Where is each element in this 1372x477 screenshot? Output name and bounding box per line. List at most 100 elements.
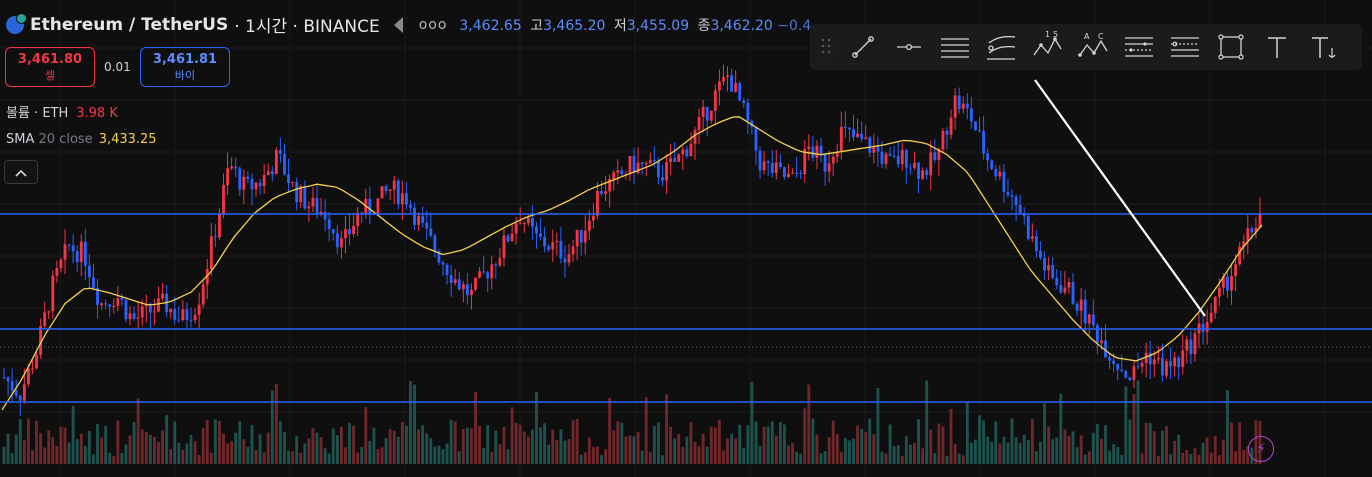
rectangle-tool[interactable]	[1208, 27, 1254, 67]
candle-body	[669, 158, 673, 163]
candle-body	[461, 284, 465, 290]
horizontal-ray-tool[interactable]	[886, 27, 932, 67]
volume-bar	[799, 453, 803, 464]
candle-body	[628, 155, 632, 175]
volume-bar	[250, 425, 254, 464]
candle-body	[258, 182, 262, 187]
candle-body	[571, 246, 575, 255]
candle-body	[161, 293, 164, 299]
candle-body	[486, 272, 490, 279]
volume-bar	[1177, 434, 1181, 464]
rectangle-icon	[1218, 34, 1244, 60]
volume-bar	[819, 453, 823, 464]
candle-body	[961, 103, 965, 109]
candle-body	[1201, 323, 1205, 332]
volume-bar	[1201, 442, 1205, 464]
candle-body	[83, 241, 87, 266]
candle-body	[685, 149, 689, 157]
trend-line-tool[interactable]	[840, 27, 886, 67]
parallel-lines-tool[interactable]	[932, 27, 978, 67]
text-tool[interactable]	[1254, 27, 1300, 67]
volume-bar	[1120, 454, 1124, 464]
volume-bar	[530, 429, 534, 464]
candle-body	[1242, 241, 1246, 247]
volume-bar	[498, 444, 502, 464]
volume-bar	[835, 434, 839, 464]
volume-bar	[465, 427, 469, 464]
volume-bar	[559, 429, 563, 464]
volume-bar	[173, 421, 177, 464]
candle-body	[59, 259, 63, 269]
candle-body	[949, 117, 953, 135]
candle-body	[502, 235, 506, 259]
volume-bar	[311, 427, 315, 464]
symbol-title[interactable]: Ethereum / TetherUS	[30, 14, 229, 35]
candle-body	[1156, 357, 1160, 360]
candle-body	[888, 153, 892, 156]
candle-body	[746, 102, 750, 121]
volume-bar	[1039, 441, 1042, 464]
candle-body	[750, 120, 754, 127]
volume-bar	[868, 418, 872, 464]
regression-channel-tool[interactable]	[978, 27, 1024, 67]
candle-body	[567, 254, 571, 263]
candle-body	[799, 173, 803, 175]
candle-body	[665, 162, 668, 181]
candle-body	[157, 298, 160, 312]
candle-body	[896, 156, 900, 165]
candle-body	[555, 240, 559, 243]
candle-body	[848, 127, 851, 130]
candle-body	[860, 133, 864, 140]
lightning-icon[interactable]: ⚡	[1248, 436, 1274, 462]
volume-bar	[1095, 424, 1099, 464]
candle-body	[234, 166, 238, 169]
flag-icon[interactable]	[393, 16, 403, 33]
collapse-legend-button[interactable]	[4, 160, 38, 184]
volume-bar	[787, 445, 790, 464]
timeframe-exchange[interactable]: · 1시간 · BINANCE	[234, 17, 380, 37]
volume-bar	[1026, 440, 1030, 464]
candle-body	[1148, 352, 1152, 365]
candle-body	[1181, 350, 1185, 367]
fib-extension-tool[interactable]	[1162, 27, 1208, 67]
candle-body	[10, 381, 14, 391]
sell-button[interactable]: 3,461.80 셀	[5, 47, 95, 87]
candle-body	[965, 103, 969, 109]
candle-body	[738, 83, 742, 101]
candle-body	[1165, 361, 1168, 376]
volume-bar	[1018, 442, 1022, 464]
volume-bar	[274, 384, 278, 464]
drag-handle-icon[interactable]	[820, 37, 834, 57]
candle-body	[441, 262, 445, 265]
candle-body	[307, 206, 311, 209]
volume-bar	[63, 427, 67, 464]
anchored-text-tool[interactable]	[1300, 27, 1346, 67]
candle-body	[92, 277, 95, 288]
candle-body	[1246, 228, 1250, 242]
candle-body	[47, 311, 51, 313]
svg-text:A: A	[1084, 32, 1090, 41]
buy-button[interactable]: 3,461.81 바이	[140, 47, 230, 87]
fib-retracement-tool[interactable]	[1116, 27, 1162, 67]
candle-body	[1055, 277, 1059, 286]
candle-body	[1254, 227, 1258, 233]
candle-body	[900, 149, 904, 165]
sma-legend[interactable]: SMA 20 close 3,433.25	[6, 132, 157, 147]
volume-bar	[754, 421, 758, 464]
trend-line-drawing[interactable]	[1034, 79, 1206, 317]
volume-bar	[368, 440, 372, 464]
candle-body	[63, 244, 67, 260]
volume-bar	[742, 448, 746, 464]
volume-bar	[782, 424, 786, 464]
candle-body	[1034, 236, 1038, 251]
volume-legend[interactable]: 볼륨 · ETH 3.98 K	[6, 106, 118, 121]
more-options-icon[interactable]: ooo	[418, 16, 448, 33]
volume-bar	[209, 452, 213, 464]
volume-bar	[140, 429, 144, 464]
candle-body	[693, 130, 697, 144]
volume-bar	[59, 426, 63, 464]
